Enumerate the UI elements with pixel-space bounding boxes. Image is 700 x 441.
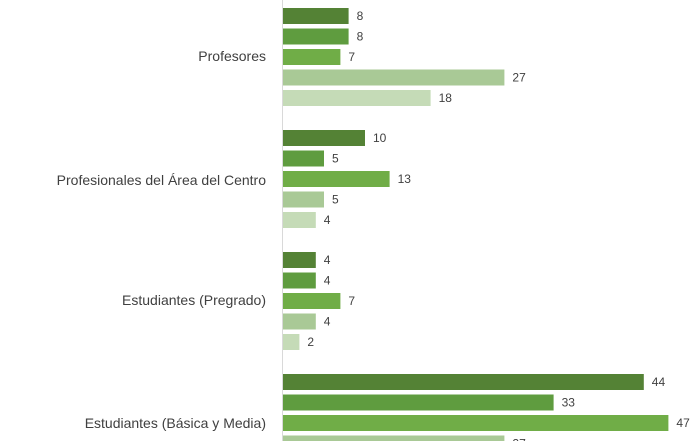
bar-cat3-series0 <box>283 374 644 390</box>
bar-cat2-series4 <box>283 334 300 350</box>
data-label-cat2-series4: 2 <box>307 335 314 349</box>
category-label-profesores: Profesores <box>198 48 266 64</box>
bar-cat0-series3 <box>283 69 505 86</box>
data-label-cat1-series3: 5 <box>332 193 339 207</box>
data-label-cat2-series2: 7 <box>348 294 355 308</box>
bar-cat3-series2 <box>283 415 669 431</box>
data-label-cat1-series4: 4 <box>324 213 331 227</box>
data-label-cat2-series1: 4 <box>324 274 331 288</box>
data-label-cat3-series1: 33 <box>562 396 576 410</box>
category-labels: Profesores Profesionales del Área del Ce… <box>57 48 267 431</box>
bar-cat3-series3 <box>283 435 505 441</box>
bar-cat0-series0 <box>283 8 349 24</box>
bar-cat3-series1 <box>283 394 554 411</box>
data-label-cat3-series3: 27 <box>512 437 526 441</box>
data-label-cat3-series2: 47 <box>676 416 690 430</box>
data-label-cat0-series4: 18 <box>439 91 453 105</box>
category-label-estudiantes-pregrado: Estudiantes (Pregrado) <box>122 292 266 308</box>
category-label-estudiantes-basica-media: Estudiantes (Básica y Media) <box>85 415 266 431</box>
bar-cat1-series3 <box>283 191 324 208</box>
bar-cat1-series1 <box>283 150 324 167</box>
data-label-cat0-series2: 7 <box>348 50 355 64</box>
bar-cat0-series1 <box>283 28 349 45</box>
data-label-cat0-series0: 8 <box>357 9 364 23</box>
data-label-cat2-series0: 4 <box>324 253 331 267</box>
bar-cat1-series4 <box>283 212 316 228</box>
data-label-cat0-series3: 27 <box>512 71 526 85</box>
bar-cat2-series2 <box>283 293 341 309</box>
bar-cat0-series4 <box>283 90 431 106</box>
category-label-profesionales: Profesionales del Área del Centro <box>57 172 267 188</box>
data-label-cat3-series0: 44 <box>652 375 666 389</box>
bars-group: 887271810513544474244334727 <box>283 8 690 441</box>
bar-cat0-series2 <box>283 49 341 65</box>
bar-cat2-series1 <box>283 272 316 289</box>
bar-cat1-series0 <box>283 130 365 146</box>
bar-cat2-series0 <box>283 252 316 268</box>
data-label-cat1-series1: 5 <box>332 152 339 166</box>
bar-cat1-series2 <box>283 171 390 187</box>
data-label-cat1-series0: 10 <box>373 131 387 145</box>
data-label-cat1-series2: 13 <box>398 172 412 186</box>
data-label-cat0-series1: 8 <box>357 30 364 44</box>
data-label-cat2-series3: 4 <box>324 315 331 329</box>
bar-cat2-series3 <box>283 313 316 330</box>
